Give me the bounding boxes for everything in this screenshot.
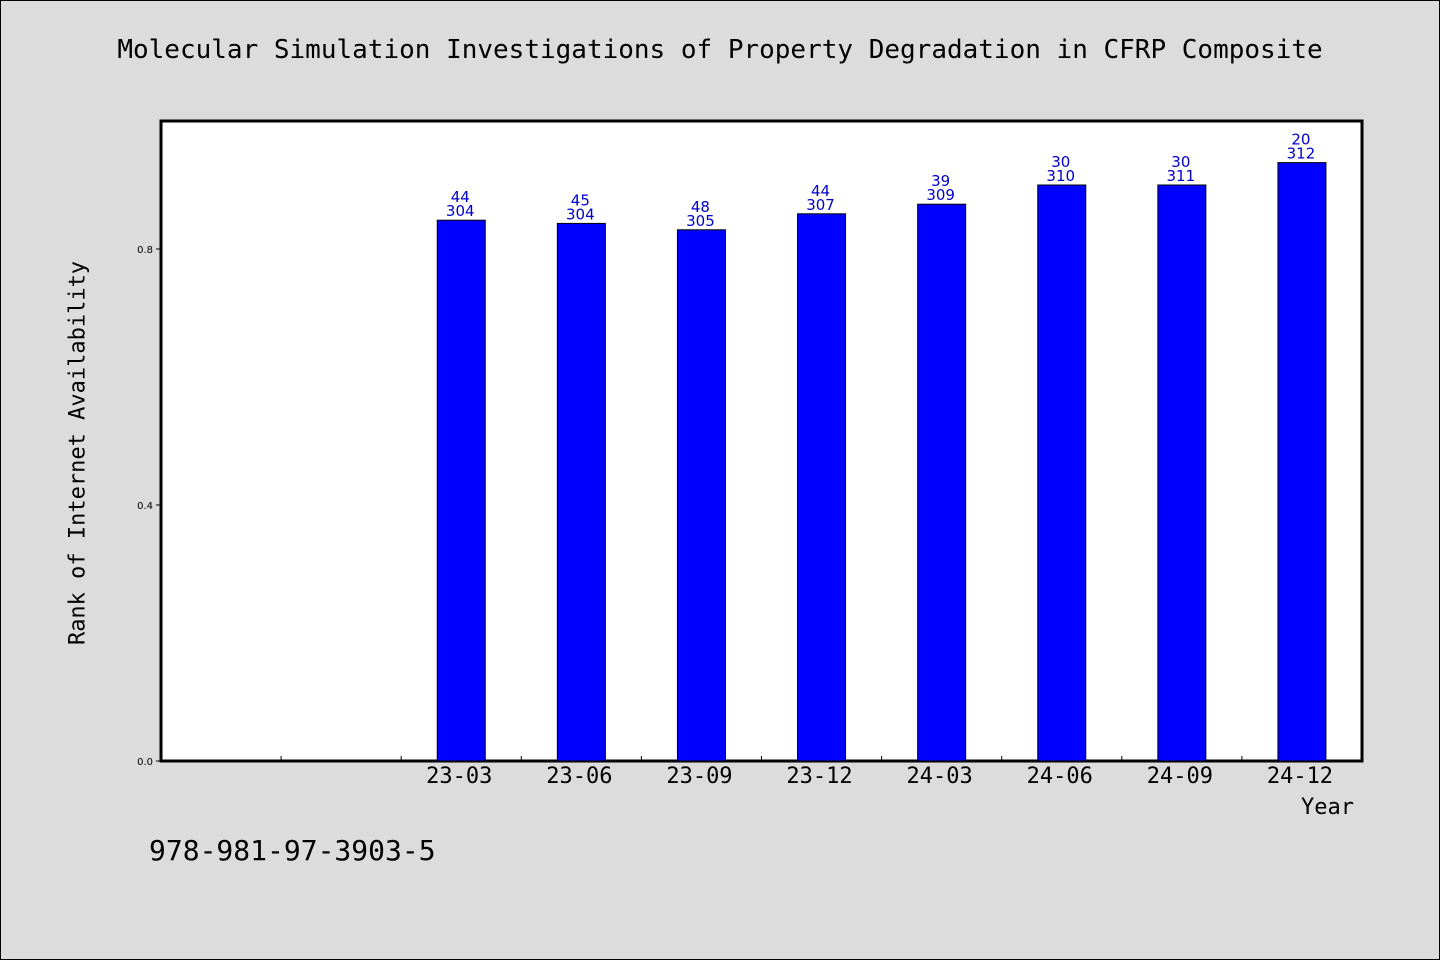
bar	[1277, 162, 1327, 762]
x-tick-label: 24-12	[1267, 764, 1333, 789]
data-label-top: 45	[571, 191, 590, 209]
bar	[436, 219, 486, 762]
bar	[1157, 184, 1207, 762]
data-label-bottom: 312	[1287, 145, 1316, 163]
data-label-bottom: 305	[686, 212, 715, 230]
y-tick-label: 0.8	[137, 245, 153, 256]
data-label-bottom: 304	[446, 202, 475, 220]
bar	[1037, 184, 1087, 762]
y-axis-ticks: 0.0 0.4 0.8	[137, 245, 161, 768]
data-label-top: 30	[1171, 153, 1190, 171]
data-label-bottom: 310	[1046, 167, 1075, 185]
x-tick-label: 23-12	[786, 764, 852, 789]
data-label-bottom: 309	[926, 186, 955, 204]
data-label-top: 20	[1291, 131, 1310, 149]
x-axis-label: Year	[1301, 795, 1354, 820]
bar	[797, 213, 847, 762]
data-label-bottom: 307	[806, 196, 835, 214]
y-tick-label: 0.4	[137, 501, 153, 512]
x-axis-ticks: 23-03 23-06 23-09 23-12 24-03 24-06 24-09 24-12	[280, 756, 1333, 789]
y-tick-label: 0.0	[137, 757, 153, 768]
bar	[917, 203, 967, 762]
y-axis-label: Rank of Internet Availability	[65, 260, 91, 646]
data-label-bottom: 304	[566, 205, 595, 223]
data-label-top: 44	[811, 182, 830, 200]
bar	[676, 229, 726, 762]
data-label-top: 39	[931, 172, 950, 190]
x-tick-label: 24-09	[1147, 764, 1213, 789]
y-axis-label-wrap: Rank of Internet Availability	[63, 251, 93, 656]
x-tick-label: 24-06	[1027, 764, 1093, 789]
data-label-bottom: 311	[1167, 167, 1196, 185]
x-tick-label: 23-09	[666, 764, 732, 789]
x-tick-label: 24-03	[907, 764, 973, 789]
data-label-top: 48	[691, 198, 710, 216]
x-tick-label: 23-03	[426, 764, 492, 789]
data-label-top: 30	[1051, 153, 1070, 171]
chart-title: Molecular Simulation Investigations of P…	[117, 35, 1323, 65]
x-tick-label: 23-06	[546, 764, 612, 789]
bars	[436, 162, 1327, 762]
isbn-text: 978-981-97-3903-5	[149, 834, 436, 867]
bar	[556, 222, 606, 762]
data-label-top: 44	[451, 188, 470, 206]
